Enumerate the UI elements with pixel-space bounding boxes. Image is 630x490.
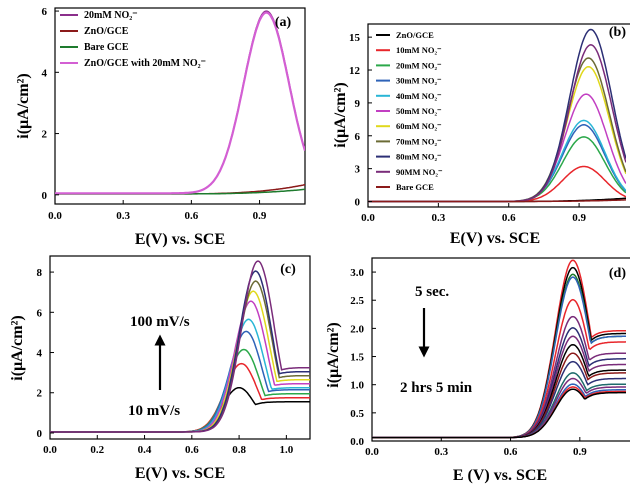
plot-frame-d — [371, 257, 630, 442]
series-line — [55, 11, 305, 195]
legend-entry: 40mM NO₂⁻ — [396, 91, 442, 101]
y-tick-label: 3 — [355, 164, 361, 176]
y-tick-label: 12 — [349, 65, 361, 77]
xticks-c: 0.0 0.2 0.4 0.6 0.8 1.0 — [43, 435, 294, 456]
x-tick-label: 0.9 — [253, 210, 267, 222]
y-tick-label: 0 — [355, 197, 361, 209]
y-axis-label-b: i(μA/cm²) — [332, 82, 349, 147]
y-tick-label: 9 — [355, 98, 361, 110]
curves-d — [372, 259, 626, 439]
y-tick-label: 6 — [42, 6, 48, 18]
annotation-2hrs5min: 2 hrs 5 min — [400, 380, 473, 396]
x-axis-label-c: E(V) vs. SCE — [135, 465, 225, 482]
legend-entry: Bare GCE — [84, 42, 129, 53]
annotation-100mvs: 100 mV/s — [130, 314, 190, 330]
x-tick-label: 0.0 — [365, 446, 379, 458]
x-tick-label: 0.0 — [48, 210, 62, 222]
y-tick-label: 2 — [42, 129, 48, 141]
legend-entry: 60mM NO₂⁻ — [396, 121, 442, 131]
panel-label-b: (b) — [609, 25, 626, 40]
xticks-d: 0.0 0.3 0.6 0.9 — [365, 437, 587, 458]
panel-c: 0.0 0.2 0.4 0.6 0.8 1.0 0 2 4 6 8 (c) E(V) vs. SC… — [9, 255, 311, 482]
plot-frame-b — [367, 23, 630, 208]
yticks-c: 0 2 4 6 8 — [37, 267, 54, 440]
y-tick-label: 0 — [37, 428, 43, 440]
x-tick-label: 0.9 — [572, 212, 586, 224]
legend-entry: Bare GCE — [396, 182, 434, 192]
panel-label-c: (c) — [280, 262, 296, 277]
x-tick-label: 0.3 — [116, 210, 130, 222]
legend-entry: 20mM NO₂⁻ — [396, 60, 442, 70]
yticks-a: 0 2 4 6 — [42, 6, 59, 202]
annotation-10mvs: 10 mV/s — [128, 403, 180, 419]
legend-entry: ZnO/GCE — [84, 26, 129, 37]
x-tick-label: 0.3 — [434, 446, 448, 458]
x-tick-label: 0.4 — [138, 444, 152, 456]
series-line — [372, 388, 626, 439]
series-line — [50, 260, 310, 433]
y-tick-label: 2 — [37, 388, 43, 400]
x-tick-label: 0.2 — [90, 444, 104, 456]
plot-frame-a — [54, 7, 306, 205]
y-tick-label: 2.5 — [350, 295, 364, 307]
series-line — [368, 199, 626, 203]
y-axis-label-d: i(μA/cm²) — [325, 322, 342, 387]
panel-label-d: (d) — [609, 266, 626, 281]
x-tick-label: 0.6 — [502, 212, 516, 224]
xticks-a: 0.0 0.3 0.6 0.9 — [48, 200, 267, 222]
legend-entry: 10mM NO₂⁻ — [396, 45, 442, 55]
legend-entry: 30mM NO₂⁻ — [396, 76, 442, 86]
x-tick-label: 0.6 — [184, 210, 198, 222]
x-tick-label: 0.9 — [573, 446, 587, 458]
curves-c — [50, 260, 310, 433]
y-tick-label: 2.0 — [350, 323, 364, 335]
x-tick-label: 0.8 — [232, 444, 246, 456]
legend-entry: 50mM NO₂⁻ — [396, 106, 442, 116]
y-tick-label: 6 — [355, 131, 361, 143]
x-axis-label-a: E(V) vs. SCE — [135, 231, 225, 248]
y-tick-label: 4 — [37, 348, 43, 360]
panel-a: 0.0 0.3 0.6 0.9 0 2 4 6 (a) E(V) vs. SCE i(μA/… — [15, 6, 306, 248]
legend-entry: ZnO/GCE with 20mM NO₂⁻ — [84, 58, 206, 69]
x-tick-label: 0.6 — [504, 446, 518, 458]
panel-d: 0.0 0.3 0.6 0.9 0.0 0.5 1.0 1.5 2.0 2.5 3.0 (d) E… — [325, 257, 630, 484]
legend-a: 20mM NO₂⁻ ZnO/GCE Bare GCE ZnO/GCE with 20m… — [60, 10, 206, 69]
y-tick-label: 15 — [349, 32, 361, 44]
yticks-b: 0 3 6 9 12 15 — [349, 32, 372, 209]
x-tick-label: 0.6 — [185, 444, 199, 456]
legend-entry: 90MM NO₂⁻ — [396, 167, 443, 177]
legend-entry: 70mM NO₂⁻ — [396, 136, 442, 146]
panel-b: 0.0 0.3 0.6 0.9 0 3 6 9 12 15 (b) E(V) vs. SCE i… — [332, 23, 630, 247]
yticks-d: 0.0 0.5 1.0 1.5 2.0 2.5 3.0 — [350, 267, 376, 448]
x-axis-label-b: E(V) vs. SCE — [450, 230, 540, 247]
y-tick-label: 1.5 — [350, 352, 364, 364]
y-tick-label: 1.0 — [350, 380, 364, 392]
curves-b — [368, 28, 626, 203]
legend-entry: 80mM NO₂⁻ — [396, 152, 442, 162]
annotation-5sec: 5 sec. — [415, 284, 449, 300]
x-tick-label: 0.0 — [43, 444, 57, 456]
y-tick-label: 0.0 — [350, 436, 364, 448]
y-tick-label: 3.0 — [350, 267, 364, 279]
x-tick-label: 1.0 — [279, 444, 293, 456]
y-tick-label: 0 — [42, 190, 48, 202]
y-tick-label: 8 — [37, 267, 43, 279]
x-tick-label: 0.0 — [361, 212, 375, 224]
xticks-b: 0.0 0.3 0.6 0.9 — [361, 203, 586, 224]
legend-entry: 20mM NO₂⁻ — [84, 10, 138, 21]
legend-entry: ZnO/GCE — [396, 30, 434, 40]
panel-label-a: (a) — [275, 15, 292, 30]
curves-a — [55, 10, 305, 195]
y-tick-label: 4 — [42, 67, 48, 79]
y-axis-label-c: i(μA/cm²) — [9, 315, 26, 380]
legend-b: ZnO/GCE 10mM NO₂⁻ 20mM NO₂⁻ 30mM NO₂⁻ 40mM N… — [376, 30, 443, 192]
x-tick-label: 0.3 — [431, 212, 445, 224]
y-axis-label-a: i(μA/cm²) — [15, 73, 32, 138]
x-axis-label-d: E (V) vs. SCE — [453, 467, 547, 484]
y-tick-label: 0.5 — [350, 408, 364, 420]
y-tick-label: 6 — [37, 307, 43, 319]
